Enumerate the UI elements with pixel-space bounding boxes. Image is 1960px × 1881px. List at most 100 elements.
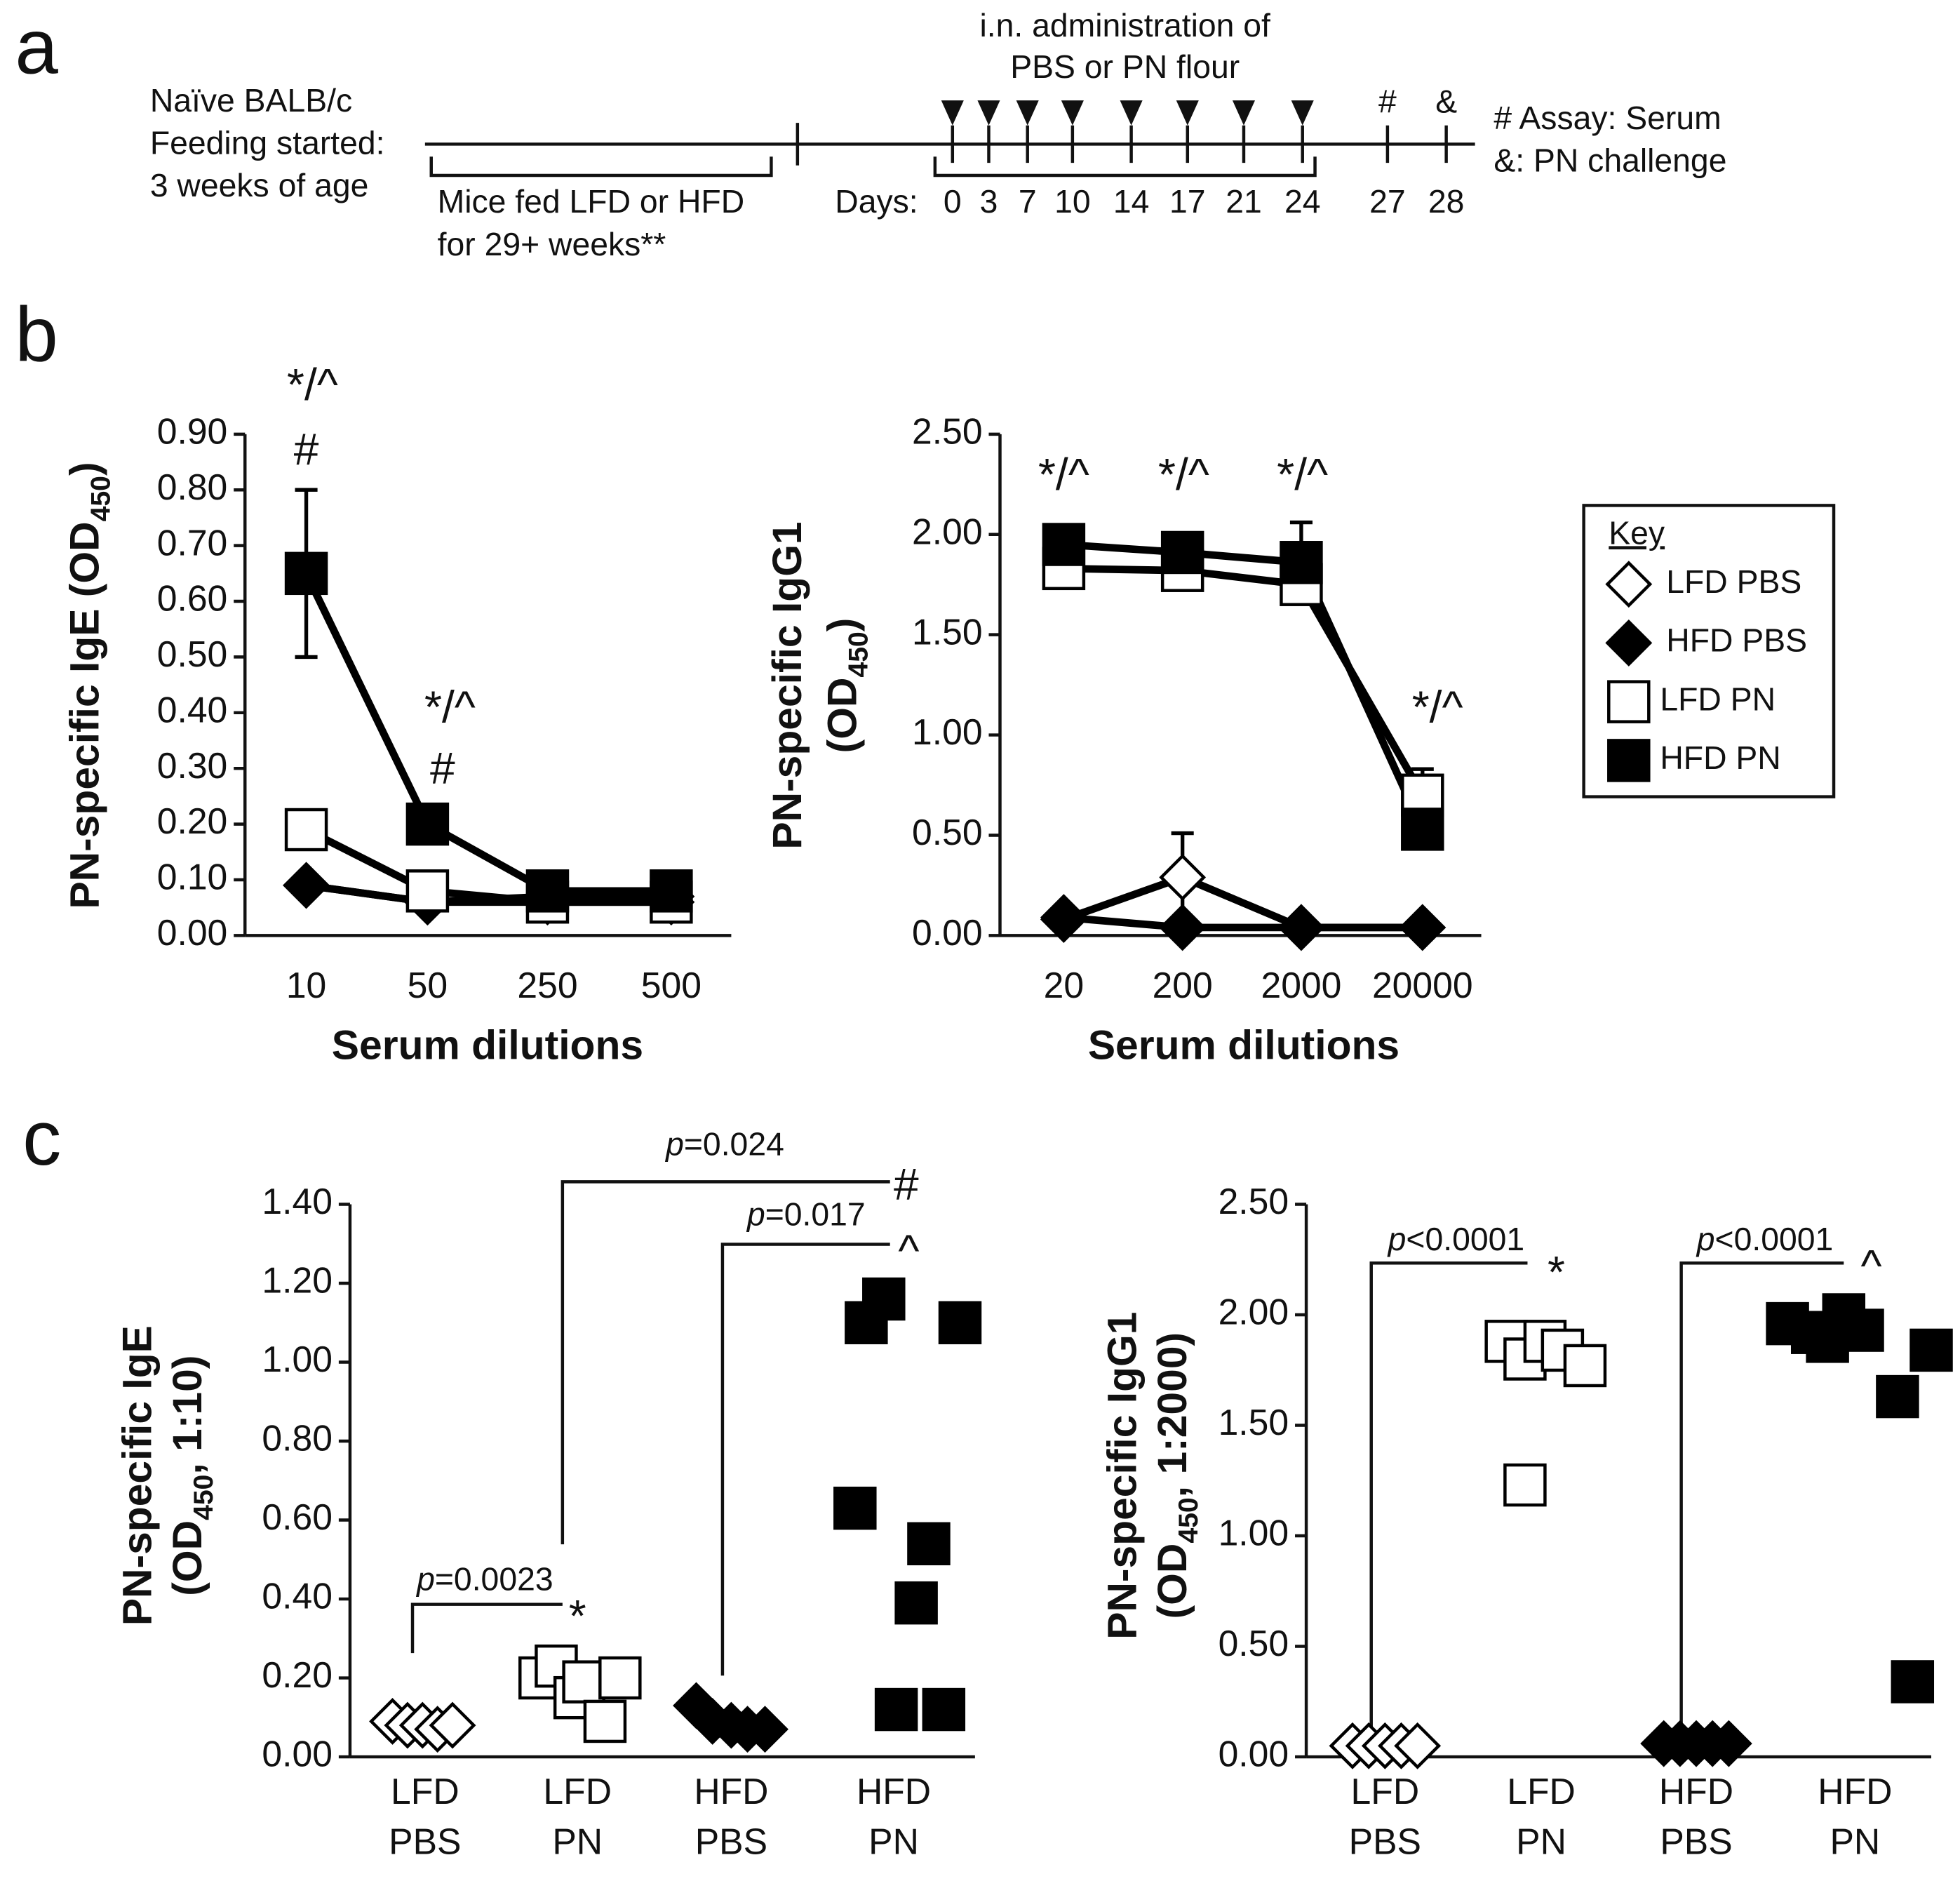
data-point (1503, 1463, 1547, 1507)
annotation: # (430, 743, 455, 794)
comparison-bracket (720, 1243, 890, 1676)
y-axis-label-part: PN-specific IgE (OD (62, 521, 107, 909)
y-axis-label-part: (OD (1150, 1544, 1195, 1619)
x-tick-label: PBS (389, 1821, 461, 1861)
p-value: p<0.0001 (1387, 1221, 1524, 1257)
data-point (1160, 530, 1204, 575)
significance-mark: # (894, 1159, 919, 1210)
dose-marker (1120, 100, 1143, 126)
data-point (1159, 904, 1207, 951)
comparison-bracket (410, 1602, 563, 1654)
data-point (525, 869, 570, 913)
day-label: 3 (980, 183, 998, 220)
timeline-text: Feeding started: (150, 124, 385, 161)
x-tick-label: PN (552, 1821, 603, 1861)
x-tick-label: LFD (1507, 1771, 1576, 1812)
panel-label: a (15, 4, 58, 91)
p-value-part: <0.0001 (1715, 1221, 1834, 1257)
comparison-bracket (1369, 1261, 1528, 1732)
p-value: p=0.024 (664, 1126, 784, 1163)
data-point (1394, 1722, 1442, 1769)
y-tick-label: 1.40 (262, 1181, 333, 1221)
x-axis-label: Serum dilutions (1088, 1022, 1399, 1068)
day-label: 21 (1226, 183, 1262, 220)
data-point (1909, 1328, 1953, 1372)
p-value: p<0.0001 (1696, 1221, 1833, 1257)
data-point (922, 1687, 966, 1732)
y-tick-label: 0.20 (262, 1654, 333, 1695)
x-tick-label: 200 (1153, 965, 1213, 1005)
data-point (429, 1701, 476, 1749)
data-point (650, 869, 693, 913)
y-tick-label: 0.80 (262, 1418, 333, 1459)
y-tick-label: 0.50 (157, 634, 228, 674)
data-point (1159, 854, 1207, 901)
series-line (304, 826, 671, 906)
x-tick-label: PN (868, 1821, 919, 1861)
x-tick-label: 20 (1044, 965, 1084, 1005)
data-point (1277, 904, 1325, 951)
panel-label: b (15, 291, 58, 377)
bracket (933, 156, 1317, 178)
annotation: */^ (1158, 449, 1209, 500)
bracket (429, 156, 773, 178)
x-tick-label: HFD (694, 1771, 768, 1812)
y-tick-label: 0.60 (262, 1497, 333, 1537)
p-value-part: p (1387, 1221, 1407, 1257)
event-mark: # (1378, 83, 1397, 120)
data-point (894, 1581, 938, 1625)
y-axis-label: (OD450, 1:2000) (1150, 1332, 1204, 1619)
dose-marker (1232, 100, 1256, 126)
day-label: 10 (1054, 183, 1091, 220)
y-axis-label: (OD450) (819, 618, 873, 754)
y-tick-label: 0.00 (157, 912, 228, 953)
legend-marker (1607, 739, 1651, 782)
day-label: 14 (1113, 183, 1150, 220)
dose-marker (1176, 100, 1199, 126)
data-point (1705, 1720, 1752, 1767)
data-point (1399, 904, 1446, 951)
x-tick-label: LFD (391, 1771, 459, 1812)
x-tick-label: PBS (1660, 1821, 1732, 1861)
y-tick-label: 0.70 (157, 522, 228, 563)
y-tick-label: 0.40 (157, 689, 228, 730)
data-point (405, 802, 450, 846)
x-tick-label: HFD (1818, 1771, 1892, 1812)
timeline-text: Mice fed LFD or HFD (438, 183, 744, 220)
y-axis-label: PN-specific IgE (114, 1325, 160, 1626)
day-label: 28 (1428, 183, 1465, 220)
x-tick-label: 2000 (1261, 965, 1341, 1005)
annotation: */^ (1038, 449, 1089, 500)
event-key: &: PN challenge (1494, 142, 1726, 178)
y-tick-label: 0.90 (157, 410, 228, 451)
series-line (302, 571, 671, 895)
data-point (583, 1699, 627, 1743)
x-tick-label: 500 (641, 965, 702, 1005)
annotation: */^ (1277, 449, 1328, 500)
data-point (562, 1660, 605, 1703)
y-axis-label-part: 450 (1174, 1497, 1204, 1543)
y-tick-label: 0.30 (157, 745, 228, 786)
y-tick-label: 0.00 (912, 912, 983, 953)
days-label: Days: (835, 183, 918, 220)
x-tick-label: LFD (543, 1771, 612, 1812)
y-axis-label-part: (OD (164, 1520, 210, 1596)
legend-marker (1605, 561, 1653, 608)
significance-mark: * (569, 1591, 586, 1641)
data-point (405, 869, 450, 913)
x-tick-label: PBS (695, 1821, 767, 1861)
y-axis-label: PN-specific IgG1 (765, 521, 810, 849)
p-value-part: p (1696, 1221, 1715, 1257)
y-axis-label-part: ) (819, 618, 865, 632)
y-axis-label-part: PN-specific IgG1 (765, 521, 810, 849)
y-axis-label-part: 450 (189, 1475, 219, 1520)
timeline-text: i.n. administration of (979, 7, 1270, 43)
y-tick-label: 1.00 (1219, 1513, 1289, 1553)
x-tick-label: PBS (1349, 1821, 1421, 1861)
data-point (1841, 1308, 1884, 1352)
annotation: */^ (287, 359, 338, 410)
p-value-part: p (415, 1561, 435, 1598)
comparison-bracket (1679, 1261, 1844, 1732)
data-point (1280, 541, 1323, 584)
y-tick-label: 2.50 (1219, 1181, 1289, 1221)
